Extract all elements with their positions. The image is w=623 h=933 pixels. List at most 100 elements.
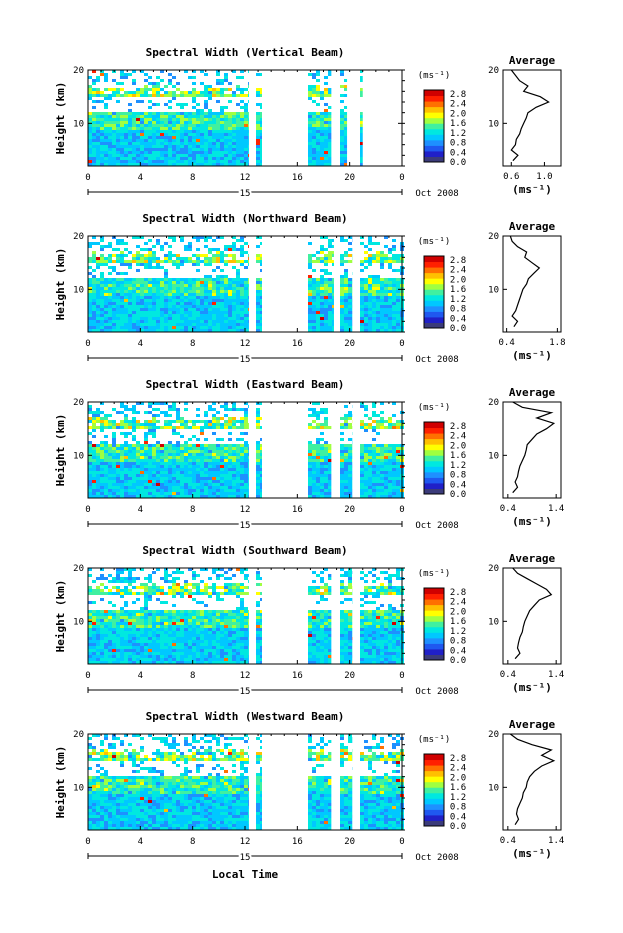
heatmap-cell (364, 456, 368, 459)
heatmap-cell (308, 145, 312, 148)
heatmap-cell (240, 444, 244, 447)
heatmap-cell (188, 257, 192, 260)
heatmap-cell (384, 296, 388, 299)
heatmap-cell (96, 148, 100, 151)
heatmap-cell (172, 157, 176, 160)
heatmap-cell (212, 432, 216, 435)
heatmap-cell (372, 414, 376, 417)
heatmap-cell (348, 296, 352, 299)
heatmap-cell (376, 311, 380, 314)
heatmap-cell (156, 257, 160, 260)
heatmap-cell (168, 477, 172, 480)
heatmap-cell (232, 290, 236, 293)
heatmap-cell (88, 411, 92, 414)
heatmap-cell (136, 441, 140, 444)
heatmap-cell (144, 148, 148, 151)
heatmap-cell (396, 426, 400, 429)
heatmap-cell (184, 127, 188, 130)
heatmap-cell (212, 284, 216, 287)
heatmap-cell (108, 242, 112, 245)
heatmap-cell (328, 260, 332, 263)
heatmap-cell (104, 489, 108, 492)
heatmap-cell (144, 127, 148, 130)
heatmap-cell (108, 317, 112, 320)
heatmap-cell (124, 139, 128, 142)
heatmap-cell (148, 450, 152, 453)
heatmap-cell (360, 592, 364, 595)
heatmap-cell (212, 94, 216, 97)
heatmap-cell (228, 314, 232, 317)
heatmap-cell (384, 462, 388, 465)
heatmap-cell (236, 269, 240, 272)
heatmap-cell (312, 124, 316, 127)
heatmap-cell (256, 459, 260, 462)
heatmap-cell (176, 414, 180, 417)
heatmap-cell (136, 326, 140, 329)
heatmap-cell (216, 438, 220, 441)
heatmap-cell (340, 462, 344, 465)
heatmap-cell (156, 142, 160, 145)
heatmap-cell (104, 426, 108, 429)
heatmap-cell (212, 459, 216, 462)
heatmap-cell (96, 284, 100, 287)
heatmap-cell (328, 311, 332, 314)
heatmap-cell (388, 308, 392, 311)
heatmap-cell (376, 486, 380, 489)
heatmap-cell (192, 127, 196, 130)
heatmap-cell (192, 157, 196, 160)
heatmap-cell (308, 124, 312, 127)
heatmap-cell (308, 477, 312, 480)
heatmap-cell (116, 88, 120, 91)
heatmap-cell (152, 251, 156, 254)
heatmap-cell (188, 326, 192, 329)
heatmap-cell (96, 118, 100, 121)
heatmap-cell (192, 139, 196, 142)
heatmap-cell (216, 133, 220, 136)
heatmap-cell (168, 326, 172, 329)
heatmap-cell (380, 447, 384, 450)
heatmap-cell (132, 468, 136, 471)
colorbar-segment (424, 433, 444, 439)
heatmap-cell (116, 465, 120, 468)
heatmap-cell (156, 320, 160, 323)
heatmap-cell (376, 468, 380, 471)
heatmap-cell (324, 468, 328, 471)
heatmap-cell (180, 284, 184, 287)
heatmap-cell (316, 293, 320, 296)
heatmap-cell (116, 118, 120, 121)
heatmap-cell (156, 287, 160, 290)
heatmap-cell (232, 94, 236, 97)
heatmap-cell (168, 160, 172, 163)
heatmap-cell (160, 589, 164, 592)
heatmap-cell (184, 148, 188, 151)
heatmap-cell (128, 127, 132, 130)
heatmap-cell (188, 76, 192, 79)
heatmap-cell (364, 453, 368, 456)
heatmap-cell (148, 595, 152, 598)
heatmap-cell (320, 154, 324, 157)
heatmap-cell (136, 311, 140, 314)
heatmap-cell (200, 254, 204, 257)
heatmap-cell (196, 447, 200, 450)
heatmap-cell (184, 284, 188, 287)
heatmap-cell (88, 127, 92, 130)
heatmap-cell (224, 260, 228, 263)
heatmap-cell (308, 278, 312, 281)
heatmap-cell (100, 296, 104, 299)
heatmap-cell (176, 411, 180, 414)
heatmap-cell (96, 260, 100, 263)
heatmap-cell (312, 281, 316, 284)
heatmap-cell (156, 586, 160, 589)
heatmap-cell (124, 281, 128, 284)
heatmap-cell (228, 127, 232, 130)
heatmap-cell (388, 326, 392, 329)
heatmap-cell (324, 456, 328, 459)
heatmap-cell (136, 112, 140, 115)
heatmap-cell (388, 423, 392, 426)
heatmap-cell (216, 281, 220, 284)
heatmap-cell (132, 79, 136, 82)
heatmap-cell (340, 148, 344, 151)
heatmap-cell (92, 414, 96, 417)
heatmap-cell (392, 459, 396, 462)
heatmap-cell (232, 281, 236, 284)
